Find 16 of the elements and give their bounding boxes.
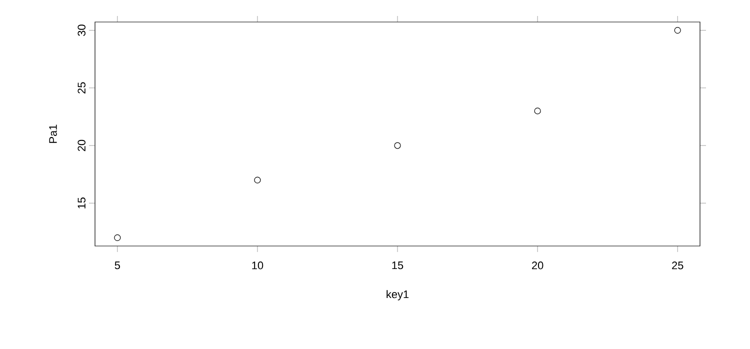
- y-tick-label: 30: [78, 24, 86, 36]
- x-axis-title: key1: [386, 290, 409, 300]
- point: [674, 26, 681, 34]
- x-tick-label: 5: [114, 262, 120, 270]
- x-tick-label: 25: [672, 262, 684, 270]
- point: [114, 234, 121, 242]
- y-tick-label: 25: [78, 82, 86, 94]
- y-tick-label: 20: [78, 140, 86, 152]
- y-tick-label: 15: [78, 198, 86, 208]
- point: [394, 142, 401, 149]
- x-tick-label: 10: [252, 262, 264, 270]
- x-tick-label: 20: [532, 262, 544, 270]
- y-axis-title: Pa1: [49, 124, 57, 143]
- point: [254, 176, 261, 184]
- x-tick-label: 15: [392, 262, 404, 270]
- point: [534, 108, 541, 114]
